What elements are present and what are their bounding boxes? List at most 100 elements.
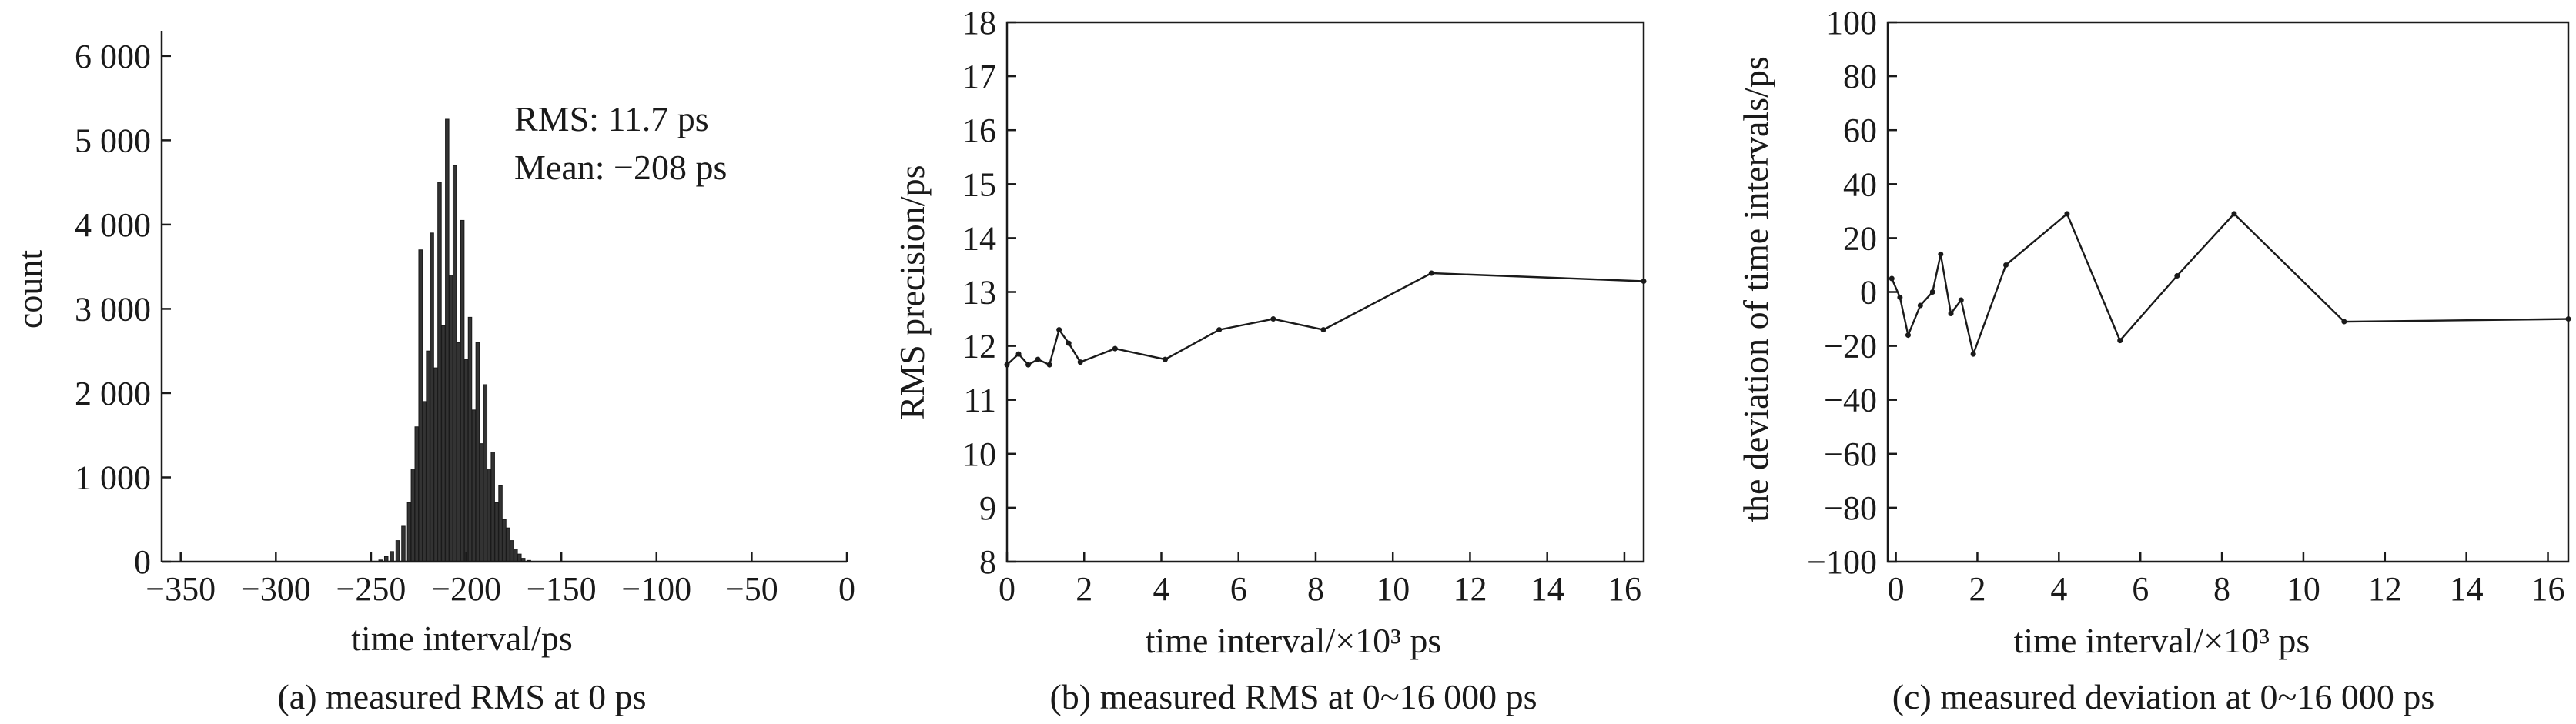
data-point — [1948, 311, 1954, 317]
data-point — [1066, 340, 1072, 346]
x-tick-label: 14 — [1531, 570, 1564, 608]
y-tick-label: 14 — [962, 219, 996, 257]
data-point — [1958, 297, 1964, 303]
y-tick-label: 17 — [962, 58, 996, 95]
histogram-bar — [479, 443, 484, 562]
series-line — [1891, 212, 2569, 358]
y-tick-label: 5 000 — [75, 122, 151, 159]
plot-frame — [1005, 21, 1645, 563]
chart-b-rms-line: 0 2 4 6 8 10 12 14 16 8 9 10 11 12 13 14 15 16 17 18 time i… — [892, 4, 1647, 716]
y-tick-label: 100 — [1826, 4, 1877, 42]
x-tick-label: 2 — [1969, 570, 1986, 608]
chart-b-y-axis-title: RMS precision/ps — [892, 165, 932, 420]
y-tick-label: 6 000 — [75, 38, 151, 75]
data-point — [1270, 316, 1276, 322]
histogram-bar — [422, 401, 427, 562]
histogram-bar — [452, 165, 457, 562]
data-point — [2174, 272, 2180, 279]
histogram-bar — [401, 525, 406, 562]
chart-a-annotation-rms: RMS: 11.7 ps — [514, 99, 709, 138]
y-tick-label: 2 000 — [75, 375, 151, 412]
histogram-bar — [433, 367, 438, 562]
x-tick-label: 16 — [1607, 570, 1641, 608]
histogram-bar — [471, 409, 477, 562]
data-point — [1025, 362, 1032, 368]
chart-c-caption: (c) measured deviation at 0~16 000 ps — [1892, 677, 2434, 716]
data-point — [1889, 275, 1895, 282]
histogram-bar — [390, 551, 394, 562]
y-tick-label: 12 — [962, 328, 996, 365]
data-point — [1035, 356, 1041, 362]
histogram-bar — [506, 527, 510, 562]
histogram-bar — [467, 316, 473, 562]
histogram-bar — [449, 275, 453, 562]
x-tick-label: 4 — [1153, 570, 1169, 608]
histogram-bar — [483, 384, 488, 562]
y-tick-label: 0 — [1860, 274, 1877, 312]
x-tick-label: 10 — [2287, 570, 2320, 608]
histogram-bar — [418, 249, 423, 562]
data-point — [1970, 351, 1976, 357]
y-tick-label: 60 — [1843, 112, 1877, 149]
histogram-bar — [487, 469, 491, 562]
y-tick-label: 16 — [962, 112, 996, 149]
chart-a-axes: −350 −300 −250 −200 −150 −100 −50 0 0 1 000 2 000 3… — [75, 31, 855, 608]
x-tick-label: 12 — [1453, 570, 1487, 608]
chart-b-axes: 0 2 4 6 8 10 12 14 16 8 9 10 11 12 13 14 15 16 17 18 — [962, 4, 1645, 608]
x-tick-label: −150 — [527, 570, 597, 608]
data-point — [1938, 251, 1944, 257]
data-point — [1216, 327, 1223, 333]
histogram-bar — [475, 342, 480, 562]
y-tick-label: 80 — [1843, 58, 1877, 95]
data-point — [1428, 270, 1434, 276]
chart-b-caption: (b) measured RMS at 0~16 000 ps — [1049, 677, 1537, 716]
histogram-bar — [460, 219, 465, 562]
x-tick-label: −200 — [431, 570, 501, 608]
y-tick-label: 20 — [1843, 219, 1877, 257]
x-tick-label: 0 — [1888, 570, 1905, 608]
y-tick-label: −60 — [1824, 435, 1877, 473]
y-tick-label: 4 000 — [75, 206, 151, 244]
series-line — [1006, 272, 1644, 366]
histogram-bar — [517, 553, 522, 562]
x-tick-label: 16 — [2531, 570, 2565, 608]
histogram-bar — [437, 182, 442, 562]
x-tick-label: 6 — [1230, 570, 1247, 608]
y-tick-label: 15 — [962, 165, 996, 203]
data-point — [1056, 327, 1062, 333]
histogram-bar — [395, 540, 400, 562]
chart-c-series — [1889, 211, 2571, 358]
x-tick-label: 6 — [2132, 570, 2149, 608]
x-tick-label: 12 — [2368, 570, 2402, 608]
y-tick-label: −80 — [1824, 489, 1877, 527]
data-point — [1046, 362, 1052, 368]
x-tick-label: −100 — [621, 570, 691, 608]
x-tick-label: 10 — [1376, 570, 1410, 608]
chart-c-y-axis-title: the deviation of time intervals/ps — [1736, 56, 1775, 522]
chart-c-deviation-line: 0 2 4 6 8 10 12 14 16 −100 −80 −60 −40 −20 0 20 40 60 80 10… — [1736, 4, 2571, 716]
histogram-bar — [406, 502, 412, 562]
histogram-bar — [498, 485, 503, 562]
y-tick-label: 40 — [1843, 165, 1877, 203]
data-point — [1905, 332, 1911, 339]
y-tick-label: 0 — [134, 543, 151, 581]
data-point — [1320, 327, 1326, 333]
data-point — [2565, 316, 2571, 322]
data-point — [2341, 319, 2347, 325]
y-tick-label: −40 — [1824, 382, 1877, 419]
x-tick-label: −300 — [241, 570, 311, 608]
y-tick-label: −20 — [1824, 328, 1877, 365]
y-tick-label: 10 — [962, 435, 996, 473]
histogram-bar — [502, 519, 507, 562]
histogram-bar — [463, 359, 469, 562]
y-tick-label: 9 — [979, 489, 996, 527]
y-tick-label: −100 — [1807, 543, 1877, 581]
chart-c-axes: 0 2 4 6 8 10 12 14 16 −100 −80 −60 −40 −20 0 20 40 60 80 10… — [1807, 4, 2570, 608]
y-tick-label: 11 — [964, 382, 996, 419]
chart-c-x-axis-title: time interval/×10³ ps — [2014, 621, 2310, 660]
histogram-bar — [430, 232, 434, 562]
histogram-bar — [456, 342, 461, 562]
data-point — [2117, 338, 2123, 344]
chart-a-x-axis-title: time interval/ps — [351, 619, 572, 658]
data-point — [1929, 289, 1935, 295]
